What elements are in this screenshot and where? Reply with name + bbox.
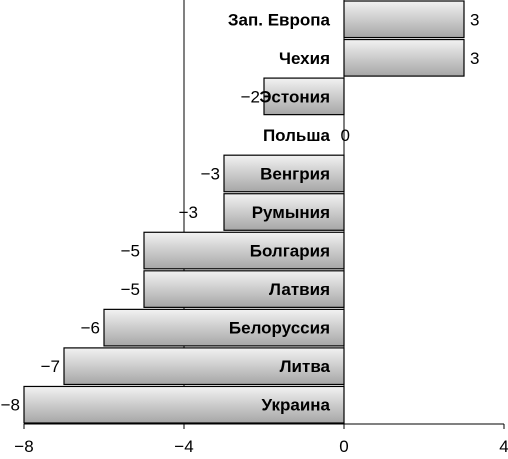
value-label: −6 (81, 319, 100, 338)
category-label: Эстония (259, 87, 330, 106)
category-label: Зап. Европа (228, 10, 331, 29)
bar (343, 38, 465, 77)
value-label: 0 (341, 126, 350, 145)
value-label: −5 (121, 242, 140, 261)
x-tick-label: 0 (339, 437, 348, 456)
value-label: −3 (201, 164, 220, 183)
bar (343, 0, 465, 39)
x-tick-label: 4 (499, 437, 508, 456)
value-label: −5 (121, 280, 140, 299)
category-label: Литва (280, 357, 331, 376)
bar (223, 193, 345, 231)
category-label: Болгария (250, 242, 330, 261)
x-tick-label: −4 (174, 437, 193, 456)
category-label: Украина (262, 396, 331, 415)
category-label: Польша (263, 126, 331, 145)
value-label: −8 (1, 396, 20, 415)
value-label: 3 (470, 10, 479, 29)
value-label: −7 (41, 357, 60, 376)
bar (223, 154, 345, 193)
x-tick-label: −8 (14, 437, 33, 456)
category-label: Румыния (252, 203, 330, 222)
category-label: Венгрия (260, 164, 330, 183)
category-label: Латвия (269, 280, 330, 299)
value-label: −2 (241, 87, 260, 106)
value-label: −3 (179, 203, 198, 222)
category-label: Белоруссия (229, 319, 330, 338)
value-label: 3 (470, 49, 479, 68)
category-label: Чехия (279, 49, 330, 68)
bar (103, 308, 345, 347)
